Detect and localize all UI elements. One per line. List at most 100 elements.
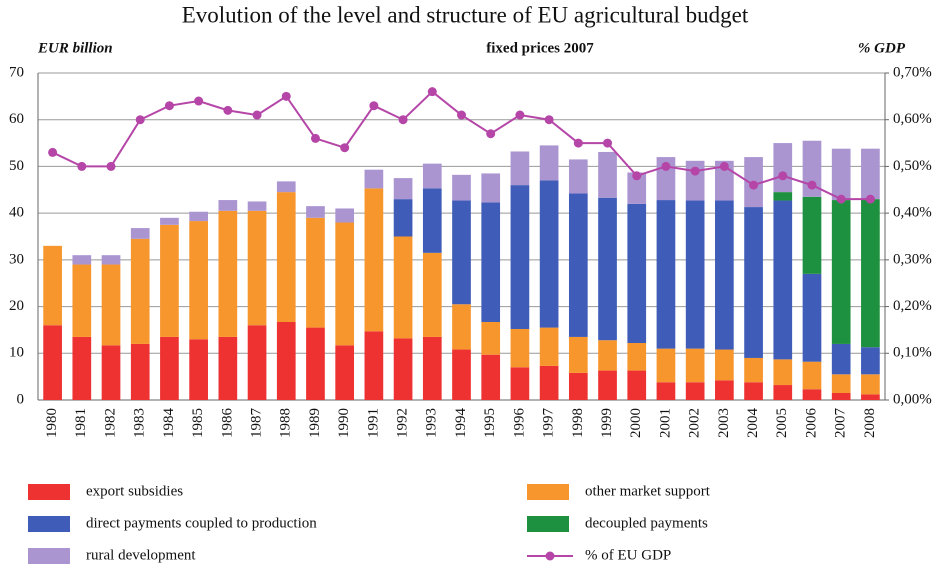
- y-tick-label: 60: [9, 111, 24, 127]
- legend-swatch: [527, 516, 569, 532]
- bar-segment: [43, 245, 62, 326]
- bar-segment: [831, 200, 851, 344]
- bar-segment: [481, 202, 501, 322]
- y-tick-label: 70: [9, 64, 24, 80]
- line-marker: [135, 115, 145, 125]
- line-marker: [223, 105, 233, 115]
- bar-segment: [568, 193, 588, 337]
- bar-segment: [539, 180, 559, 328]
- line-marker: [457, 110, 466, 120]
- line-marker: [719, 161, 729, 171]
- bar-segment: [276, 321, 296, 400]
- y2-tick-label: 0,40%: [893, 205, 932, 221]
- bar-segment: [306, 217, 325, 328]
- legend-label: % of EU GDP: [585, 547, 671, 563]
- bar-segment: [422, 163, 442, 189]
- bar-segment: [101, 264, 121, 346]
- bar-segment: [656, 200, 676, 349]
- x-tick-label: 1993: [424, 408, 440, 438]
- bar-segment: [802, 273, 822, 362]
- x-tick-label: 1990: [336, 408, 352, 438]
- y2-tick-label: 0,60%: [893, 111, 932, 127]
- x-tick-label: 1984: [161, 408, 177, 439]
- legend-label: export subsidies: [86, 483, 183, 499]
- bar-segment: [189, 211, 208, 222]
- bar-segment: [452, 304, 471, 350]
- bar-segment: [744, 357, 763, 383]
- line-marker: [603, 138, 613, 148]
- bar-segment: [335, 208, 355, 223]
- bar-segment: [598, 340, 617, 371]
- bar-segment: [773, 143, 793, 193]
- legend-swatch: [28, 484, 70, 500]
- y2-tick-label: 0,50%: [893, 158, 932, 174]
- y2-axis-label: % GDP: [858, 40, 906, 56]
- bar-segment: [598, 197, 617, 341]
- x-tick-label: 2006: [803, 408, 819, 439]
- bar-segment: [335, 222, 355, 346]
- bar-segment: [802, 389, 822, 400]
- bar-segment: [218, 336, 238, 400]
- x-tick-label: 2000: [628, 408, 644, 438]
- legend-marker: [545, 551, 555, 561]
- bar-segment: [510, 151, 530, 186]
- x-tick-label: 2001: [657, 408, 673, 438]
- x-tick-label: 2007: [833, 408, 849, 439]
- bar-segment: [773, 192, 793, 201]
- bar-segment: [627, 203, 647, 344]
- x-tick-label: 1980: [44, 408, 60, 438]
- line-marker: [661, 161, 671, 171]
- bar-segment: [218, 210, 238, 337]
- bar-segment: [715, 160, 734, 201]
- bar-segment: [861, 199, 880, 348]
- legend-swatch: [527, 484, 569, 500]
- bar-segment: [130, 228, 150, 239]
- bar-segment: [715, 200, 734, 350]
- bar-segment: [510, 185, 530, 329]
- bar-segment: [715, 380, 734, 400]
- y-axis-label: EUR billion: [37, 40, 113, 56]
- bar-segment: [627, 343, 647, 371]
- bar-segment: [831, 148, 851, 201]
- line-marker: [164, 101, 174, 111]
- bar-segment: [685, 200, 705, 349]
- x-tick-label: 2003: [716, 408, 732, 438]
- bar-segment: [452, 174, 471, 201]
- bar-segment: [481, 321, 501, 355]
- legend-label: rural development: [86, 547, 196, 563]
- x-tick-label: 2008: [862, 408, 878, 438]
- bar-segment: [831, 392, 851, 400]
- line-marker: [77, 161, 87, 171]
- bar-segment: [598, 370, 617, 400]
- bar-segment: [247, 210, 267, 326]
- x-tick-label: 1998: [570, 408, 586, 438]
- bar-segment: [72, 255, 92, 265]
- bar-segment: [218, 200, 238, 211]
- line-marker: [310, 133, 320, 143]
- bar-segment: [306, 327, 325, 400]
- bar-segment: [539, 145, 559, 181]
- x-tick-label: 1989: [307, 408, 323, 438]
- line-marker: [836, 194, 846, 204]
- y-tick-label: 30: [9, 251, 24, 267]
- x-tick-label: 1988: [278, 408, 294, 438]
- bar-segment: [744, 207, 763, 358]
- bar-segment: [510, 328, 530, 368]
- bar-segment: [130, 238, 150, 344]
- line-marker: [281, 91, 291, 101]
- y2-tick-label: 0,20%: [893, 298, 932, 314]
- bar-segment: [276, 192, 296, 322]
- bar-segment: [247, 325, 267, 400]
- bar-segment: [627, 370, 647, 400]
- y2-tick-label: 0,30%: [893, 251, 932, 267]
- legend-label: direct payments coupled to production: [86, 515, 317, 531]
- line-marker: [807, 180, 817, 190]
- y2-tick-label: 0,10%: [893, 345, 932, 361]
- x-tick-label: 1995: [482, 408, 498, 438]
- line-marker: [544, 115, 554, 125]
- bar-segment: [276, 181, 296, 193]
- bar-segment: [568, 372, 588, 400]
- bar-segment: [130, 343, 150, 400]
- bar-segment: [422, 252, 442, 337]
